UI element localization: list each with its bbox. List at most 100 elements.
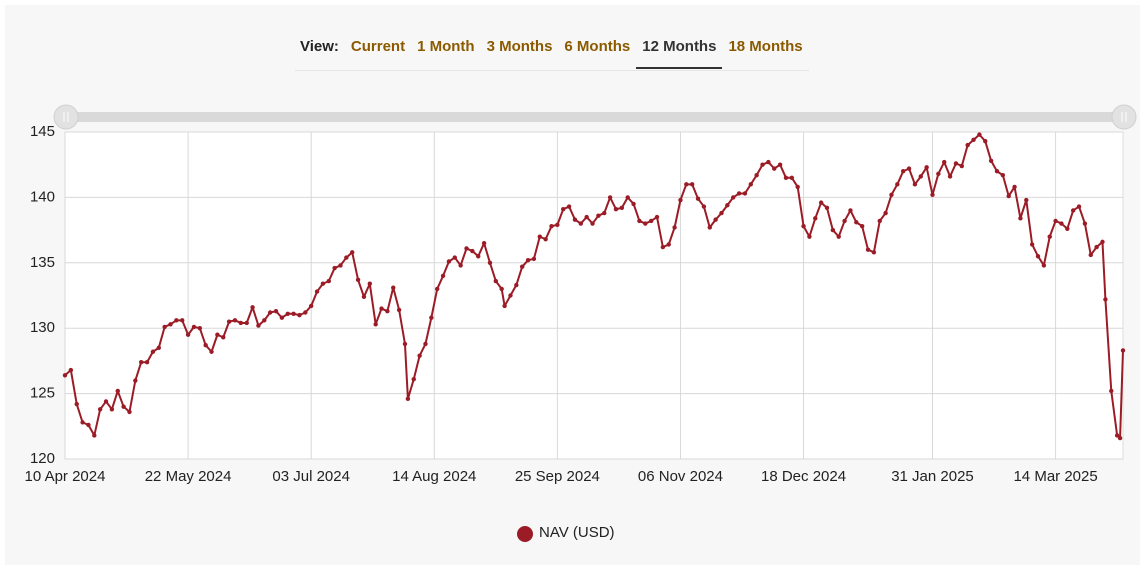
data-point xyxy=(801,223,806,229)
data-point xyxy=(423,341,428,347)
data-point xyxy=(238,320,244,326)
x-tick-label: 25 Sep 2024 xyxy=(515,468,600,485)
data-point xyxy=(754,172,759,178)
view-tab[interactable]: 1 Month xyxy=(417,38,475,55)
data-point xyxy=(725,203,730,208)
view-label: View: xyxy=(300,38,339,55)
data-point xyxy=(1100,239,1105,245)
data-point xyxy=(1047,234,1052,239)
data-point xyxy=(742,191,748,196)
data-point xyxy=(1088,252,1093,258)
data-point xyxy=(273,308,279,314)
data-point xyxy=(156,345,161,351)
data-point xyxy=(168,322,173,327)
data-point xyxy=(783,175,789,180)
data-point xyxy=(86,422,91,428)
data-point xyxy=(572,217,578,222)
data-point xyxy=(144,360,150,365)
data-point xyxy=(1114,433,1120,438)
data-point xyxy=(244,320,249,326)
view-tab[interactable]: 18 Months xyxy=(728,38,803,55)
data-point xyxy=(121,404,126,409)
data-point xyxy=(807,234,812,239)
data-point xyxy=(92,433,97,438)
data-point xyxy=(584,214,589,220)
data-point xyxy=(1035,254,1041,259)
data-point xyxy=(502,303,507,309)
data-point xyxy=(731,195,736,200)
data-point xyxy=(1103,297,1108,302)
data-point xyxy=(435,286,440,292)
data-point xyxy=(514,282,519,288)
data-point xyxy=(736,191,742,196)
data-point xyxy=(953,161,959,166)
data-point xyxy=(411,377,416,382)
y-tick-label: 120 xyxy=(30,450,55,467)
data-point xyxy=(871,250,877,255)
data-point xyxy=(795,184,800,190)
data-point xyxy=(285,311,290,317)
data-point xyxy=(701,204,707,209)
data-point xyxy=(613,206,619,212)
data-point xyxy=(947,174,953,179)
data-point xyxy=(930,192,935,197)
data-point xyxy=(68,367,74,373)
navigator-handle[interactable] xyxy=(53,104,79,130)
data-point xyxy=(262,318,267,323)
data-point xyxy=(789,175,795,180)
data-point xyxy=(912,182,918,187)
data-point xyxy=(138,360,144,365)
data-point xyxy=(988,158,994,163)
data-point xyxy=(470,248,475,254)
x-tick-label: 10 Apr 2024 xyxy=(25,468,106,485)
data-point xyxy=(959,163,965,169)
data-point xyxy=(97,407,103,412)
view-tab[interactable]: 3 Months xyxy=(486,38,553,55)
data-point xyxy=(848,208,853,213)
data-point xyxy=(232,318,238,323)
view-tab[interactable]: 6 Months xyxy=(564,38,631,55)
navigator-track xyxy=(66,112,1124,122)
view-tab[interactable]: 12 Months xyxy=(636,30,723,69)
data-point xyxy=(493,278,499,284)
data-point xyxy=(678,197,683,203)
data-point xyxy=(900,169,906,174)
data-point xyxy=(103,399,109,404)
navigator-handle[interactable] xyxy=(1111,104,1137,130)
data-point xyxy=(842,218,847,224)
data-point xyxy=(596,213,601,218)
data-point xyxy=(889,192,894,197)
data-point xyxy=(452,255,457,260)
data-point xyxy=(417,353,422,358)
data-point xyxy=(713,217,718,222)
data-point xyxy=(942,159,947,165)
data-point xyxy=(508,293,513,298)
data-point xyxy=(772,166,777,171)
data-point xyxy=(226,319,232,324)
data-point xyxy=(250,305,255,310)
y-tick-label: 125 xyxy=(30,385,55,402)
x-tick-label: 14 Aug 2024 xyxy=(392,468,476,485)
data-point xyxy=(127,409,132,415)
data-point xyxy=(379,306,384,311)
data-point xyxy=(936,171,941,177)
data-point xyxy=(180,318,185,323)
data-point xyxy=(391,285,396,290)
data-point xyxy=(355,277,361,283)
data-point xyxy=(924,165,929,170)
data-point xyxy=(895,182,900,187)
data-point xyxy=(994,169,1000,174)
data-point xyxy=(619,205,625,211)
data-point xyxy=(836,234,841,239)
data-point xyxy=(373,322,378,327)
data-point xyxy=(405,396,411,402)
y-tick-label: 135 xyxy=(30,254,55,271)
data-point xyxy=(1109,388,1114,394)
data-point xyxy=(983,138,988,144)
data-point xyxy=(62,373,68,378)
data-point xyxy=(326,278,331,284)
data-point xyxy=(297,312,302,318)
view-tab[interactable]: Current xyxy=(350,38,406,55)
data-point xyxy=(666,242,671,247)
